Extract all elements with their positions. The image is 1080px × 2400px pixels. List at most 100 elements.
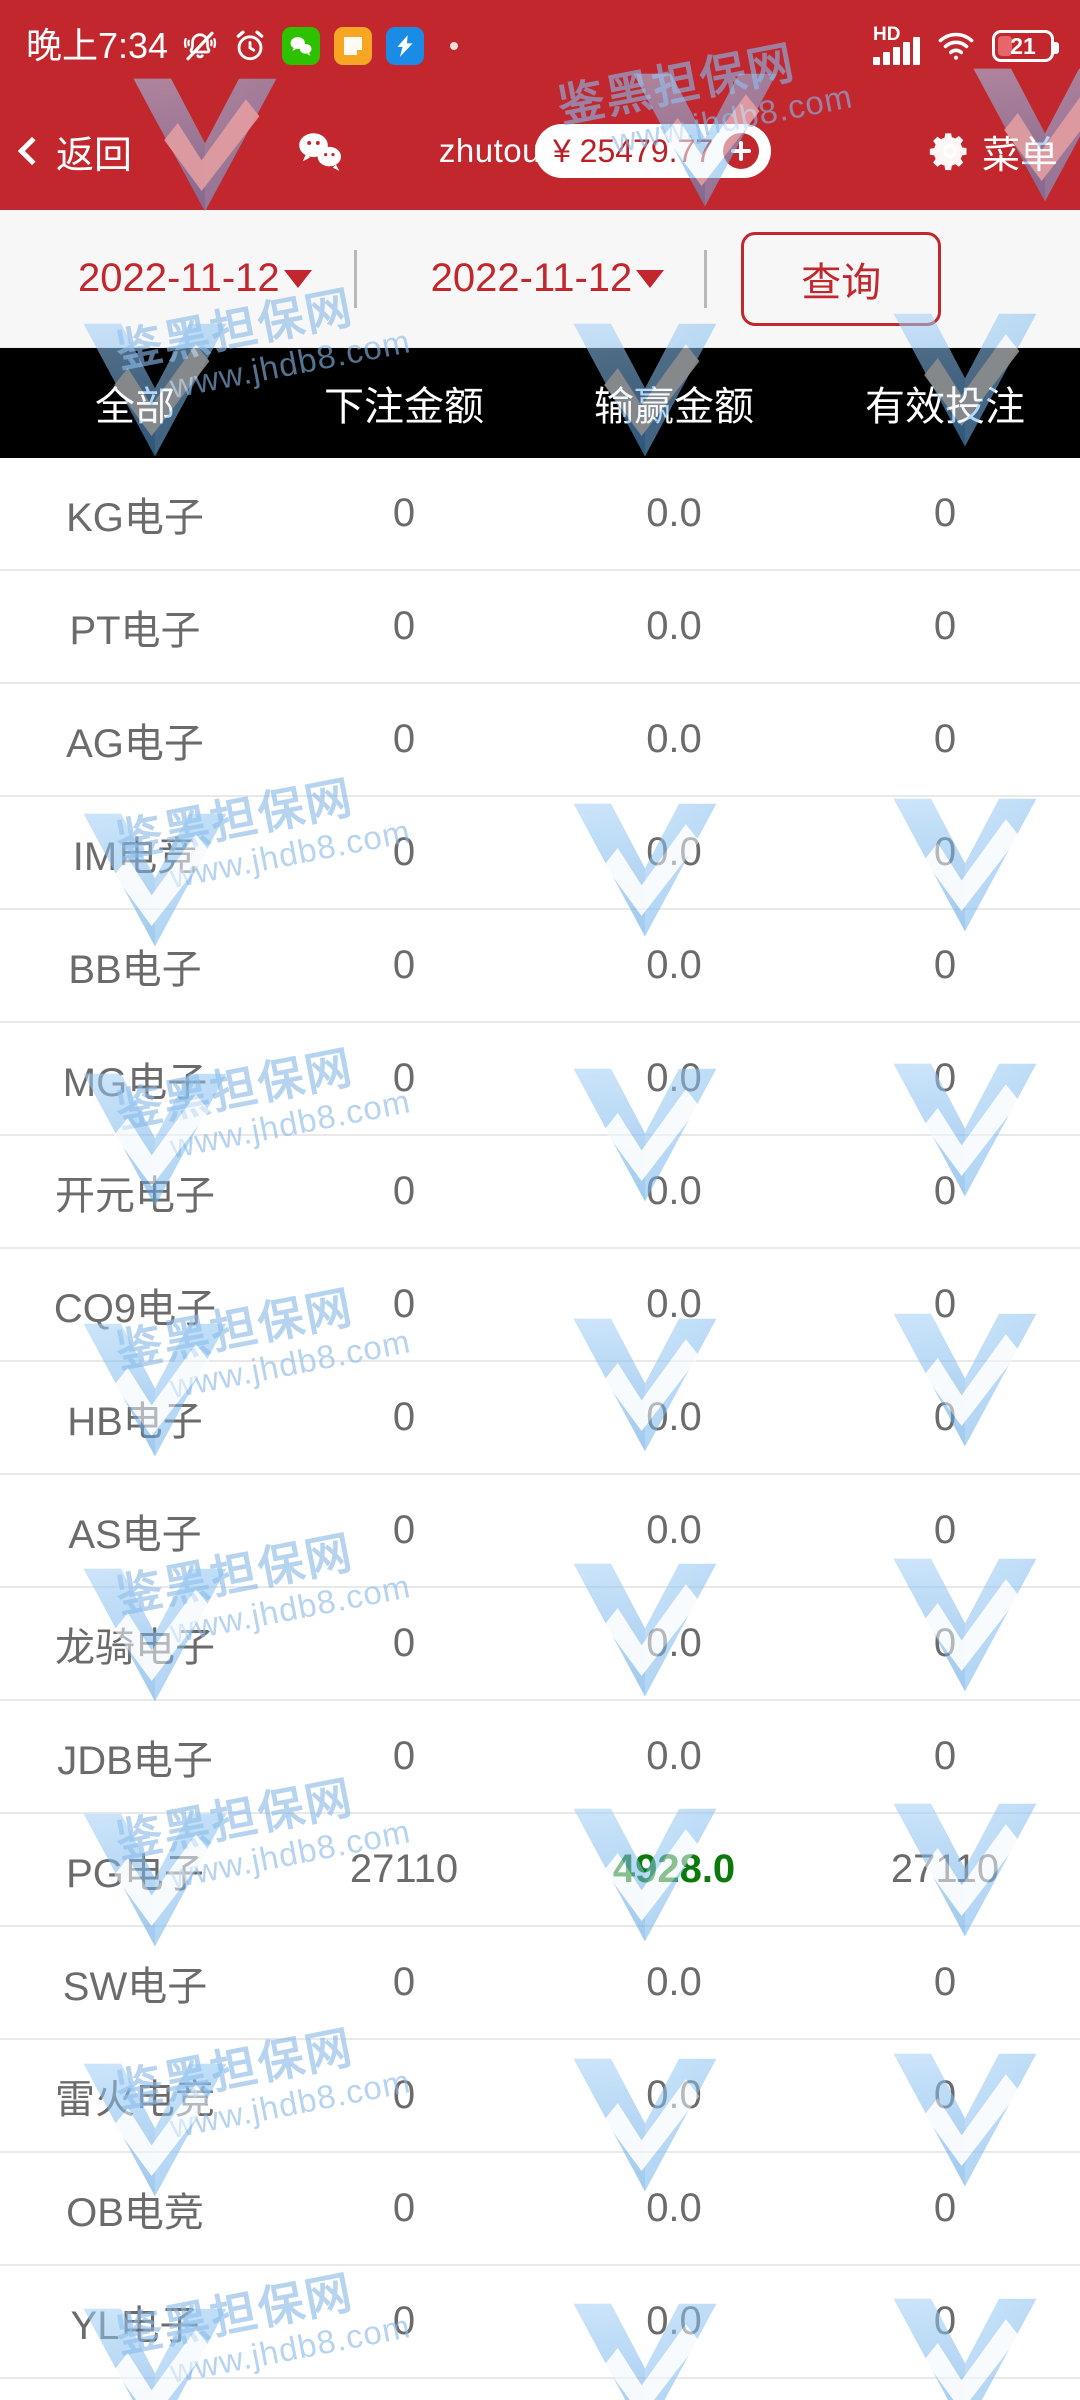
game-name-cell: JDB电子 [57, 1738, 213, 1783]
table-row[interactable]: KG电子 0 0.0 0 [0, 458, 1080, 571]
column-header-winloss: 输赢金额 [594, 385, 754, 429]
end-date-label: 2022-11-12 [430, 256, 633, 300]
winloss-amount-cell: 0.0 [646, 604, 702, 648]
notes-app-icon [334, 27, 373, 65]
back-button-label: 返回 [56, 134, 133, 177]
status-bar: 晚上7:34 [0, 0, 1080, 92]
bet-amount-cell: 0 [392, 1282, 416, 1326]
bet-amount-cell: 0 [392, 2073, 416, 2117]
game-name-cell: KG电子 [66, 495, 204, 540]
table-row[interactable]: BB电子 0 0.0 0 [0, 910, 1080, 1023]
wechat-app-icon [282, 27, 321, 65]
game-name-cell: CQ9电子 [53, 1286, 217, 1331]
bet-amount-cell: 0 [392, 1169, 416, 1213]
table-row[interactable]: SW电子 0 0.0 0 [0, 1927, 1080, 2040]
table-row[interactable]: 开元电子 0 0.0 0 [0, 1136, 1080, 1249]
table-row[interactable]: PG电子 27110 4928.0 27110 [0, 1814, 1080, 1927]
bet-amount-cell: 0 [392, 2299, 416, 2343]
table-row[interactable]: MG电子 0 0.0 0 [0, 1023, 1080, 1136]
filter-divider-2 [704, 249, 708, 308]
menu-button[interactable]: 菜单 [928, 124, 1058, 179]
battery-percent-label: 21 [1010, 32, 1036, 59]
game-name-cell: AG电子 [66, 721, 204, 766]
valid-bet-cell: 0 [933, 2186, 957, 2230]
query-button[interactable]: 查询 [741, 231, 942, 326]
valid-bet-cell: 0 [933, 1056, 957, 1100]
gear-icon [928, 129, 972, 173]
status-bar-clock: 晚上7:34 [26, 25, 169, 66]
game-name-cell: HB电子 [67, 1399, 203, 1444]
chevron-left-icon [17, 136, 47, 166]
chevron-down-icon [283, 269, 312, 288]
bet-amount-cell: 0 [392, 830, 416, 874]
game-name-cell: BB电子 [68, 947, 202, 992]
query-button-label: 查询 [801, 260, 882, 305]
balance-pill[interactable]: ¥ 25479.77 [534, 124, 772, 178]
game-name-cell: MG电子 [62, 1060, 208, 1105]
nav-bar: 返回 zhutou ¥ 25479.77 [0, 92, 1080, 210]
game-name-cell: 开元电子 [55, 1173, 215, 1218]
nav-center: zhutou ¥ 25479.77 [132, 124, 928, 178]
table-row[interactable]: HB电子 0 0.0 0 [0, 1362, 1080, 1475]
end-date-picker[interactable]: 2022-11-12 [431, 256, 665, 301]
winloss-amount-cell: 0.0 [646, 1395, 702, 1439]
back-button[interactable]: 返回 [17, 124, 133, 179]
bet-amount-cell: 0 [392, 491, 416, 535]
table-row[interactable]: CQ9电子 0 0.0 0 [0, 1249, 1080, 1362]
valid-bet-cell: 0 [933, 491, 957, 535]
winloss-amount-cell: 0.0 [646, 1056, 702, 1100]
table-row[interactable]: PT电子 0 0.0 0 [0, 571, 1080, 684]
more-dot-icon [450, 42, 459, 50]
battery-icon: 21 [992, 30, 1059, 62]
bet-amount-cell: 0 [392, 2186, 416, 2230]
winloss-amount-cell: 0.0 [646, 1282, 702, 1326]
winloss-amount-cell: 0.0 [646, 1960, 702, 2004]
date-filter-bar: 2022-11-12 2022-11-12 查询 [0, 210, 1080, 348]
bet-amount-cell: 0 [392, 1621, 416, 1665]
username-label: zhutou [438, 132, 541, 169]
winloss-amount-cell: 0.0 [646, 943, 702, 987]
game-name-cell: PT电子 [69, 608, 201, 653]
game-name-cell: AS电子 [68, 1512, 202, 1557]
column-header-bet: 下注金额 [324, 385, 484, 429]
table-row[interactable]: OB电竞 0 0.0 0 [0, 2153, 1080, 2266]
status-bar-left: 晚上7:34 [26, 25, 459, 66]
status-bar-right: HD 21 [873, 24, 1059, 65]
valid-bet-cell: 0 [933, 1395, 957, 1439]
table-row[interactable]: JDB电子 0 0.0 0 [0, 1701, 1080, 1814]
dingtalk-app-icon [386, 27, 425, 65]
game-name-cell: IM电竞 [72, 834, 198, 879]
valid-bet-cell: 0 [933, 717, 957, 761]
alarm-clock-icon [232, 28, 268, 64]
valid-bet-cell: 0 [933, 830, 957, 874]
table-row[interactable]: YL电子 0 0.0 0 [0, 2266, 1080, 2379]
table-row[interactable]: 龙骑电子 0 0.0 0 [0, 1588, 1080, 1701]
winloss-amount-cell: 4928.0 [612, 1847, 736, 1891]
valid-bet-cell: 0 [933, 1169, 957, 1213]
table-row[interactable]: AG电子 0 0.0 0 [0, 684, 1080, 797]
winloss-amount-cell: 0.0 [646, 1508, 702, 1552]
game-name-cell: OB电竞 [66, 2190, 204, 2235]
bet-amount-cell: 0 [392, 1395, 416, 1439]
bet-amount-cell: 0 [392, 943, 416, 987]
balance-amount: ¥ 25479.77 [552, 133, 714, 169]
menu-button-label: 菜单 [981, 134, 1058, 177]
table-row[interactable]: 雷火电竞 0 0.0 0 [0, 2040, 1080, 2153]
table-row[interactable]: IM电竞 0 0.0 0 [0, 797, 1080, 910]
winloss-amount-cell: 0.0 [646, 2186, 702, 2230]
plus-circle-icon[interactable] [723, 133, 760, 169]
table-row[interactable]: AS电子 0 0.0 0 [0, 1475, 1080, 1588]
network-type-label: HD [873, 24, 901, 45]
table-header-row: 全部 下注金额 输赢金额 有效投注 [0, 348, 1080, 458]
bet-amount-cell: 0 [392, 604, 416, 648]
start-date-picker[interactable]: 2022-11-12 [78, 256, 312, 301]
game-name-cell: YL电子 [70, 2303, 200, 2348]
wifi-icon [936, 30, 976, 62]
valid-bet-cell: 0 [933, 1508, 957, 1552]
game-name-cell: PG电子 [66, 1851, 204, 1896]
table-body: KG电子 0 0.0 0 PT电子 0 0.0 0 AG电子 0 0.0 0 IM电竞 0 0.0 0 BB电子… [0, 458, 1080, 2379]
valid-bet-cell: 0 [933, 1734, 957, 1778]
winloss-amount-cell: 0.0 [646, 491, 702, 535]
signal-bars-icon: HD [873, 24, 920, 65]
game-name-cell: 龙骑电子 [55, 1625, 215, 1670]
